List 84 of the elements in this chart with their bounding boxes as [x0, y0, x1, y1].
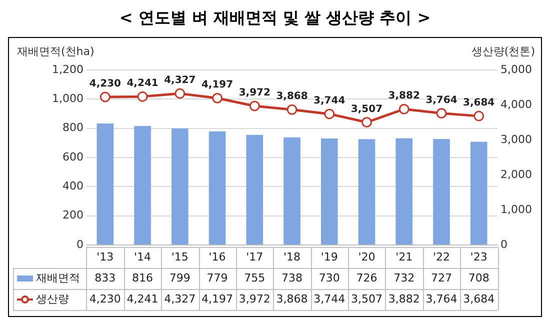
y-tick-label: 600 — [62, 150, 84, 164]
text: 4,230 — [89, 78, 121, 90]
data-label: 4,241 — [126, 292, 158, 306]
text: 3,868 — [276, 91, 308, 102]
data-label: 3,882 — [388, 292, 420, 306]
data-label: 3,868 — [276, 292, 308, 306]
text: 4,327 — [164, 75, 196, 86]
bar — [433, 138, 450, 244]
y2-axis-title: 생산량(천톤) — [471, 44, 535, 58]
data-label: 3,744 — [314, 292, 346, 306]
y2-tick-label: 0 — [500, 238, 508, 251]
point — [474, 110, 484, 122]
x-tick-label: '13 — [96, 250, 114, 264]
chart-title: < 연도별 벼 재배면적 및 쌀 생산량 추이 > — [118, 8, 432, 29]
text: 3,972 — [238, 88, 270, 99]
text: 3,744 — [314, 96, 346, 107]
point — [212, 92, 223, 104]
data-label: 726 — [356, 271, 378, 284]
data-label: 4,230 — [89, 292, 121, 306]
data-label: 730 — [318, 271, 340, 284]
data-label: 3,972 — [238, 292, 270, 306]
data-label: 799 — [169, 271, 190, 284]
legend-label: 재배면적 — [36, 271, 80, 284]
text: 4,241 — [126, 78, 158, 90]
point — [324, 108, 335, 120]
x-tick-label: '19 — [320, 250, 338, 264]
bar — [470, 142, 488, 244]
x-tick-label: '23 — [470, 250, 488, 264]
y-axis-title: 재배면적(천ha) — [17, 44, 94, 58]
data-label: 738 — [282, 271, 302, 284]
point — [436, 108, 447, 119]
x-tick-label: '15 — [171, 250, 188, 264]
point — [137, 91, 148, 102]
text: 3,507 — [350, 104, 383, 115]
x-tick-label: '21 — [396, 250, 413, 264]
point — [100, 92, 110, 102]
point — [249, 100, 260, 112]
y2-tick-label: 4,000 — [500, 98, 532, 111]
point — [361, 117, 372, 128]
y-tick-label: 800 — [62, 121, 84, 134]
text: 3,882 — [388, 90, 420, 102]
data-label: 4,327 — [164, 292, 196, 306]
bar — [96, 124, 114, 244]
y-tick-label: 400 — [62, 180, 84, 193]
y-tick-label: 1,000 — [52, 92, 84, 106]
y2-tick-label: 3,000 — [500, 132, 532, 146]
data-label: 833 — [94, 271, 116, 284]
bar — [358, 139, 376, 244]
data-label: 779 — [206, 271, 228, 284]
point — [174, 88, 186, 99]
data-label: 755 — [244, 271, 266, 284]
y-tick-label: 1,200 — [52, 62, 84, 76]
bar — [320, 138, 338, 244]
x-tick-label: '18 — [283, 250, 301, 264]
data-label: 3,507 — [350, 292, 382, 306]
data-label: 816 — [132, 271, 154, 284]
y-tick-label: 200 — [62, 208, 84, 222]
data-label: 732 — [394, 271, 415, 284]
bar — [246, 134, 264, 244]
text: 3,764 — [426, 94, 458, 106]
data-label: 727 — [430, 271, 452, 284]
y2-tick-label: 1,000 — [500, 202, 532, 216]
bar — [284, 137, 300, 244]
text: 3,684 — [463, 98, 495, 109]
bar — [396, 138, 413, 244]
y-tick-label: 0 — [76, 238, 84, 251]
data-label: 708 — [468, 271, 490, 284]
x-tick-label: '17 — [246, 250, 264, 264]
bar — [134, 126, 151, 244]
legend-label: 생산량 — [36, 292, 69, 306]
text: 4,197 — [201, 80, 234, 91]
data-label: 4,197 — [202, 292, 234, 306]
data-label: 3,764 — [426, 292, 458, 306]
bar — [208, 131, 226, 244]
point — [398, 104, 410, 114]
x-tick-label: '14 — [134, 250, 152, 264]
bar — [171, 128, 188, 244]
x-tick-label: '20 — [358, 250, 376, 264]
y2-tick-label: 2,000 — [500, 168, 532, 181]
y2-tick-label: 5,000 — [500, 62, 532, 76]
x-tick-label: '16 — [208, 250, 226, 264]
x-tick-label: '22 — [432, 250, 450, 264]
data-label: 3,684 — [463, 292, 495, 306]
point — [286, 104, 298, 115]
